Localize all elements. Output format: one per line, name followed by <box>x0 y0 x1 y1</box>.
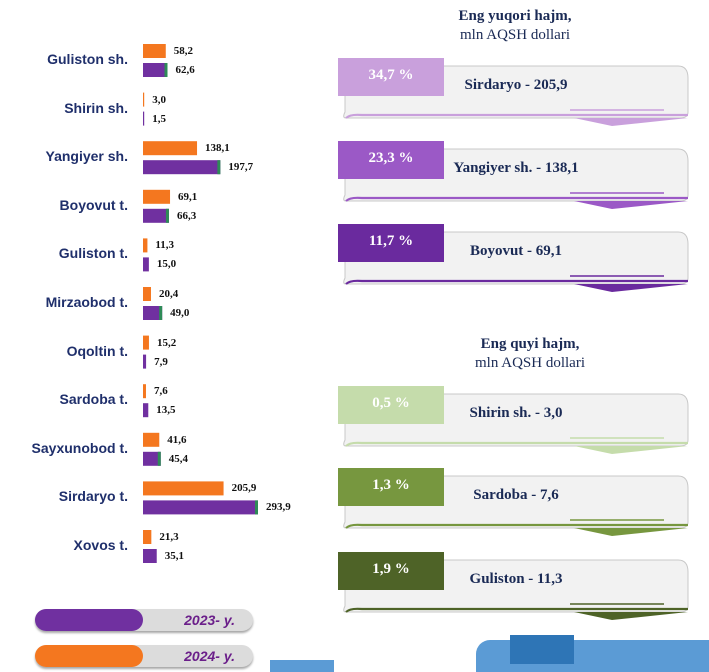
percent-badge: 34,7 % <box>338 58 444 96</box>
bar-2024-y-boyovut-t <box>143 189 171 204</box>
card-label: Yangiyer sh. - 138,1 <box>453 160 579 176</box>
bar-end-cap <box>217 160 221 175</box>
bar-2024-y-oqoltin-t <box>143 335 149 350</box>
bar-2023-y-shirin-sh <box>143 111 145 126</box>
data-label-2024-y-xovos-t: 21,3 <box>159 531 179 543</box>
category-label-guliston-sh: Guliston sh. <box>47 51 128 67</box>
top-panel-title: Eng yuqori hajm, mln AQSH dollari <box>380 8 650 44</box>
data-label-2023-y-yangiyer-sh: 197,7 <box>228 161 254 174</box>
bar-2023-y-sayxunobod-t <box>143 451 161 466</box>
bar-2023-y-guliston-sh <box>143 63 168 77</box>
data-label-2024-y-boyovut-t: 69,1 <box>178 190 198 203</box>
legend-label-2024: 2024- y. <box>184 648 235 664</box>
bottom-card-3: 1,9 % Guliston - 11,3 <box>338 552 690 620</box>
bar-end-cap <box>157 451 161 466</box>
bottom-panel-heading: Eng quyi hajm, <box>480 336 580 352</box>
bottom-card-1: 0,5 % Shirin sh. - 3,0 <box>338 386 690 454</box>
category-label-shirin-sh: Shirin sh. <box>64 99 128 116</box>
data-label-2023-y-xovos-t: 35,1 <box>164 550 184 562</box>
data-label-2023-y-guliston-sh: 62,6 <box>175 64 195 76</box>
data-label-2024-y-shirin-sh: 3,0 <box>152 93 166 106</box>
bar-2024-y-guliston-t <box>143 238 148 253</box>
percent-badge: 0,5 % <box>338 386 444 424</box>
bottom-panel-title: Eng quyi hajm, mln AQSH dollari <box>395 336 665 372</box>
card-label: Boyovut - 69,1 <box>469 243 563 259</box>
data-label-2023-y-boyovut-t: 66,3 <box>176 209 197 222</box>
bottom-panel-unit: mln AQSH dollari <box>474 355 585 371</box>
top-card-2: 23,3 % Yangiyer sh. - 138,1 <box>338 141 690 209</box>
card-label: Shirin sh. - 3,0 <box>469 405 563 421</box>
data-label-2024-y-yangiyer-sh: 138,1 <box>205 142 230 155</box>
data-label-2024-y-sirdaryo-t: 205,9 <box>231 482 257 495</box>
data-label-2023-y-sirdaryo-t: 293,9 <box>266 501 291 514</box>
data-label-2023-y-sardoba-t: 13,5 <box>156 404 176 417</box>
decor-block-dark <box>510 635 574 664</box>
category-label-xovos-t: Xovos t. <box>73 537 128 553</box>
data-label-2023-y-sayxunobod-t: 45,4 <box>168 452 188 465</box>
category-label-sirdaryo-t: Sirdaryo t. <box>58 488 128 505</box>
decor-block-small <box>270 660 334 672</box>
data-label-2024-y-guliston-sh: 58,2 <box>173 45 194 57</box>
percent-badge: 23,3 % <box>338 141 444 179</box>
bar-2024-y-guliston-sh <box>143 44 166 58</box>
bar-end-cap <box>255 500 258 515</box>
data-label-2024-y-sardoba-t: 7,6 <box>153 385 168 398</box>
top-panel-unit: mln AQSH dollari <box>459 27 570 43</box>
data-label-2024-y-guliston-t: 11,3 <box>155 239 175 252</box>
top-card-3: 11,7 % Boyovut - 69,1 <box>338 224 690 292</box>
card-label: Guliston - 11,3 <box>469 571 563 587</box>
top-card-1: 34,7 % Sirdaryo - 205,9 <box>338 58 690 126</box>
bar-2024-y-yangiyer-sh <box>143 141 198 156</box>
data-label-2023-y-shirin-sh: 1,5 <box>152 112 166 125</box>
data-label-2023-y-mirzaobod-t: 49,0 <box>170 307 190 319</box>
bar-2023-y-guliston-t <box>143 257 149 272</box>
bar-2023-y-yangiyer-sh <box>143 160 221 175</box>
percent-badge: 1,9 % <box>338 552 444 590</box>
percent-badge: 11,7 % <box>338 224 444 262</box>
bottom-card-2: 1,3 % Sardoba - 7,6 <box>338 468 690 536</box>
bar-2023-y-boyovut-t <box>143 208 169 223</box>
card-label: Sirdaryo - 205,9 <box>464 77 568 93</box>
bar-2024-y-sayxunobod-t <box>143 432 160 447</box>
data-label-2023-y-oqoltin-t: 7,9 <box>154 355 168 368</box>
data-label-2023-y-guliston-t: 15,0 <box>156 258 177 271</box>
category-label-mirzaobod-t: Mirzaobod t. <box>45 294 128 310</box>
bar-end-cap <box>165 208 169 223</box>
category-label-guliston-t: Guliston t. <box>58 245 128 262</box>
data-label-2024-y-mirzaobod-t: 20,4 <box>158 288 179 300</box>
card-label: Sardoba - 7,6 <box>473 487 559 503</box>
legend-item-2024: 2024- y. <box>35 645 253 667</box>
percent-badge: 1,3 % <box>338 468 444 506</box>
legend-swatch-2024 <box>35 645 143 667</box>
bar-2024-y-sardoba-t <box>143 384 146 399</box>
bar-2024-y-shirin-sh <box>143 92 145 107</box>
legend-item-2023: 2023- y. <box>35 609 253 631</box>
category-label-sardoba-t: Sardoba t. <box>59 391 128 408</box>
bar-2023-y-oqoltin-t <box>143 354 147 369</box>
bar-end-cap <box>164 63 168 77</box>
category-label-oqoltin-t: Oqoltin t. <box>66 342 128 359</box>
category-label-sayxunobod-t: Sayxunobod t. <box>31 439 128 456</box>
data-label-2024-y-oqoltin-t: 15,2 <box>156 336 177 349</box>
bar-2023-y-xovos-t <box>143 549 157 563</box>
category-label-yangiyer-sh: Yangiyer sh. <box>45 148 128 165</box>
data-label-2024-y-sayxunobod-t: 41,6 <box>167 433 187 446</box>
top-panel-heading: Eng yuqori hajm, <box>458 8 572 24</box>
bar-2023-y-sardoba-t <box>143 403 149 418</box>
legend-swatch-2023 <box>35 609 143 631</box>
bar-2024-y-sirdaryo-t <box>143 481 224 496</box>
bar-2023-y-sirdaryo-t <box>143 500 258 515</box>
legend-label-2023: 2023- y. <box>184 612 235 628</box>
bar-2023-y-mirzaobod-t <box>143 306 163 320</box>
bar-2024-y-mirzaobod-t <box>143 287 151 301</box>
bar-end-cap <box>159 306 163 320</box>
category-label-boyovut-t: Boyovut t. <box>59 196 128 213</box>
bar-2024-y-xovos-t <box>143 530 152 544</box>
